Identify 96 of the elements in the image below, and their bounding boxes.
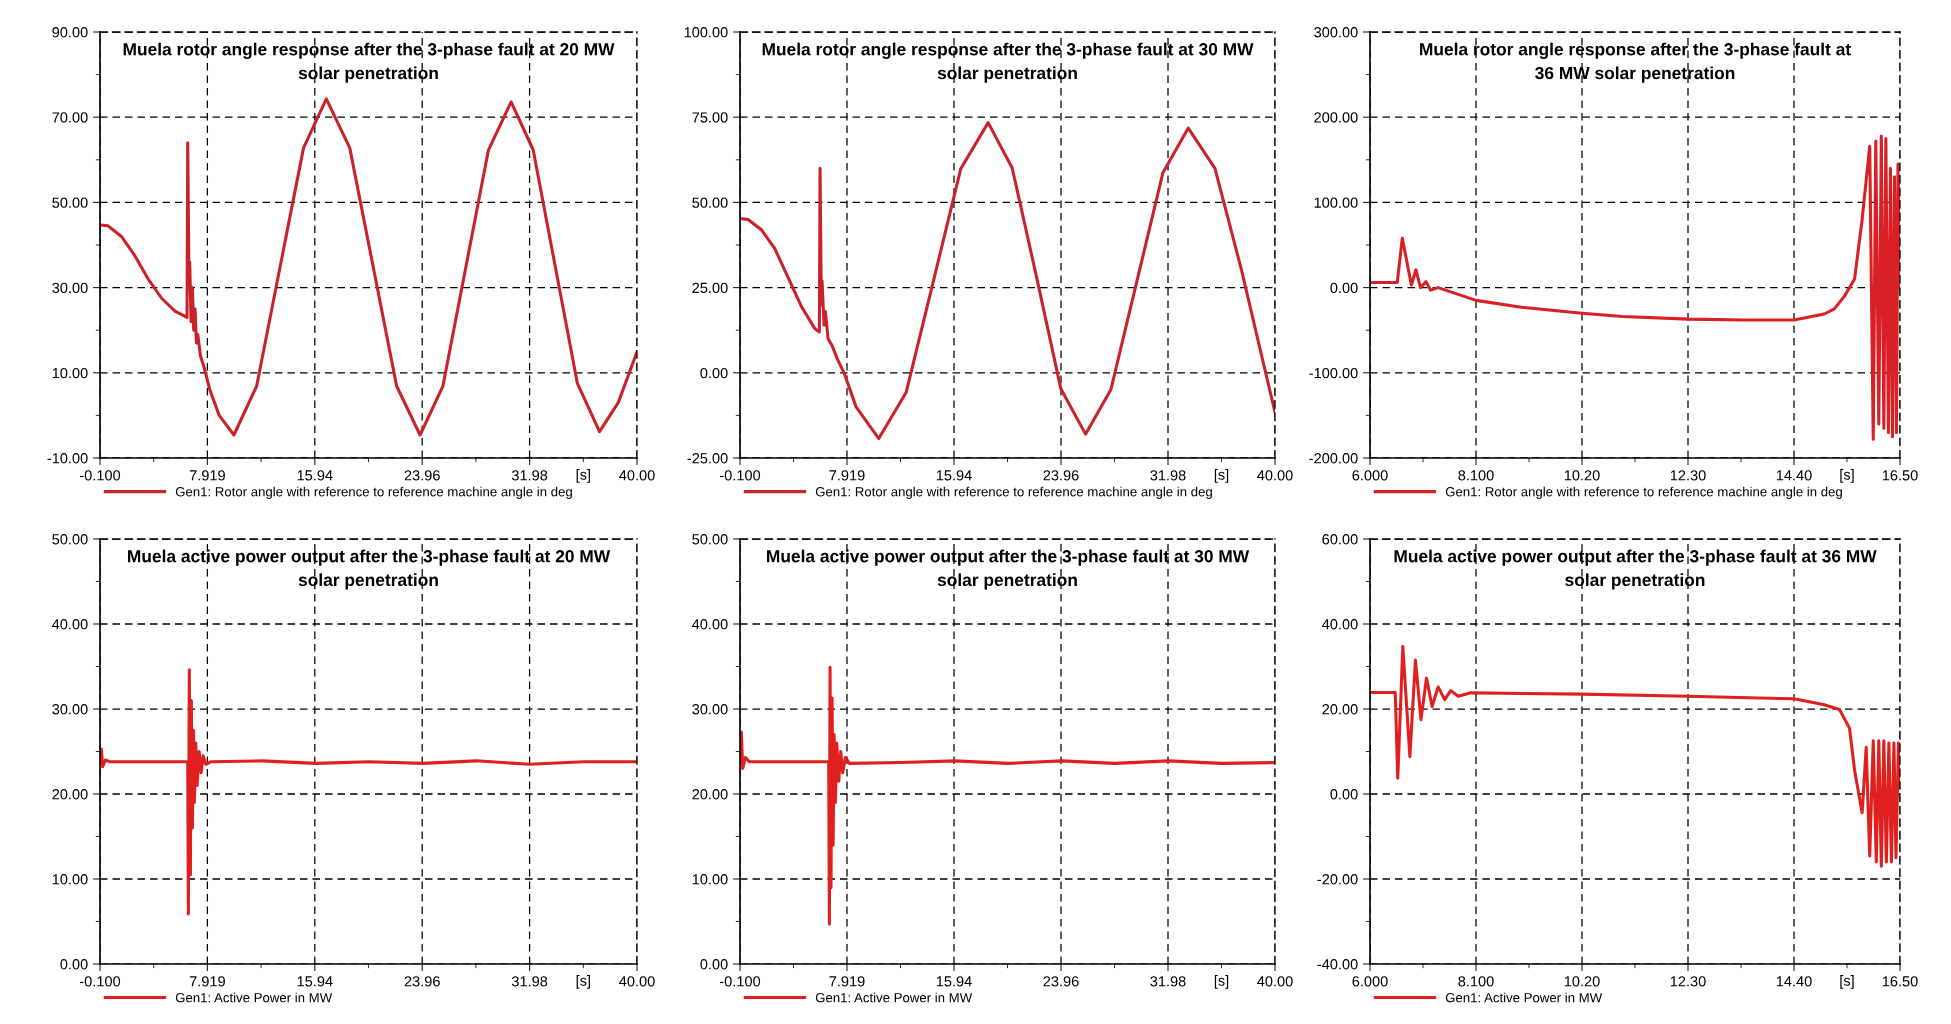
- x-tick-label: 31.98: [1150, 976, 1186, 987]
- legend-label: Gen1: Active Power in MW: [175, 992, 333, 1003]
- y-tick-label: 0.00: [1330, 789, 1358, 800]
- x-tick-label: 8.100: [1458, 470, 1494, 481]
- y-tick-label: 40.00: [1322, 619, 1358, 630]
- x-tick-label: 15.94: [936, 976, 972, 987]
- x-tick-label: 14.40: [1776, 470, 1812, 481]
- y-tick-label: 70.00: [52, 112, 88, 123]
- x-tick-label: -0.100: [719, 976, 761, 987]
- line-series: [1370, 134, 1900, 441]
- x-tick-label: 14.40: [1776, 976, 1812, 987]
- x-tick-label: 23.96: [1043, 470, 1079, 481]
- text: Muela active power output after the 3-phase fault at 36 MW solar penetration: [1394, 549, 1877, 590]
- x-tick-label: 6.000: [1352, 976, 1388, 987]
- y-tick-label: 50.00: [52, 534, 88, 545]
- x-tick-label: -0.100: [79, 470, 121, 481]
- legend-label: Gen1: Rotor angle with reference to reference machine angle in deg: [175, 486, 572, 500]
- y-tick-label: 90.00: [52, 27, 88, 38]
- y-tick-label: 20.00: [52, 789, 88, 800]
- x-tick-label: 31.98: [511, 470, 548, 481]
- text: Muela active power output after the 3-phase fault at 20 MW solar penetration: [128, 549, 611, 590]
- line-series: [1370, 644, 1900, 868]
- y-tick-label: 30.00: [52, 282, 88, 294]
- x-axis-title: [s]: [1214, 469, 1229, 483]
- y-tick-label: 200.00: [1314, 112, 1358, 123]
- y-tick-label: -100.00: [1309, 367, 1358, 379]
- legend-label: Gen1: Rotor angle with reference to reference machine angle in deg: [1445, 486, 1842, 500]
- y-tick-label: 0.00: [700, 367, 728, 379]
- x-tick-label: 10.20: [1564, 976, 1600, 987]
- y-tick-label: -20.00: [1317, 874, 1358, 885]
- x-tick-label: 23.96: [404, 470, 440, 481]
- y-tick-label: 25.00: [692, 282, 728, 294]
- text: Muela rotor angle response after the 3-phase fault at 30 MW solar penetration: [762, 42, 1254, 83]
- y-tick-label: 300.00: [1314, 27, 1358, 38]
- text: Muela rotor angle response after the 3-phase fault at 36 MW solar penetration: [1420, 42, 1851, 83]
- x-axis-title: [s]: [576, 975, 590, 989]
- y-tick-label: 30.00: [692, 704, 728, 715]
- text: Muela rotor angle response after the 3-phase fault at 20 MW solar penetration: [123, 42, 615, 83]
- text: Muela active power output after the 3-phase fault at 30 MW solar penetration: [767, 549, 1250, 590]
- x-tick-label: 15.94: [297, 976, 333, 987]
- x-tick-label: 16.50: [1882, 976, 1918, 987]
- line-series: [100, 668, 637, 916]
- x-axis-title: [s]: [576, 469, 590, 483]
- x-tick-label: 7.919: [189, 470, 225, 481]
- y-tick-label: 60.00: [1322, 534, 1358, 545]
- y-tick-label: 50.00: [692, 534, 728, 545]
- y-tick-label: 0.00: [60, 959, 88, 970]
- y-tick-label: -200.00: [1309, 453, 1358, 464]
- legend-label: Gen1: Active Power in MW: [1445, 992, 1603, 1003]
- x-tick-label: 7.919: [189, 976, 225, 987]
- x-tick-label: -0.100: [719, 470, 761, 481]
- x-tick-label: 15.94: [297, 470, 333, 481]
- x-tick-label: 23.96: [404, 976, 440, 987]
- y-tick-label: 10.00: [52, 874, 88, 885]
- line-series: [100, 97, 637, 437]
- x-axis-title: [s]: [1214, 975, 1229, 989]
- y-tick-label: 50.00: [692, 197, 728, 208]
- y-tick-label: 10.00: [692, 874, 728, 885]
- y-tick-label: -40.00: [1317, 959, 1358, 970]
- x-tick-label: 40.00: [619, 976, 655, 987]
- y-tick-label: 30.00: [52, 704, 88, 715]
- x-tick-label: 31.98: [511, 976, 548, 987]
- x-tick-label: -0.100: [79, 976, 121, 987]
- x-axis-title: [s]: [1840, 975, 1854, 989]
- line-series: [740, 665, 1275, 926]
- y-tick-label: 50.00: [52, 197, 88, 208]
- y-tick-label: 20.00: [692, 789, 728, 800]
- x-tick-label: 40.00: [1257, 470, 1293, 481]
- y-tick-label: 75.00: [692, 112, 728, 123]
- y-tick-label: -25.00: [687, 453, 728, 464]
- x-tick-label: 8.100: [1458, 976, 1494, 987]
- y-tick-label: 10.00: [52, 367, 88, 379]
- x-tick-label: 15.94: [936, 470, 972, 481]
- y-tick-label: 40.00: [692, 619, 728, 630]
- x-tick-label: 7.919: [829, 470, 865, 481]
- x-axis-title: [s]: [1840, 469, 1854, 483]
- y-tick-label: -10.00: [47, 453, 88, 464]
- x-tick-label: 12.30: [1670, 976, 1706, 987]
- line-series: [740, 121, 1275, 441]
- x-tick-label: 7.919: [829, 976, 865, 987]
- y-tick-label: 0.00: [700, 959, 728, 970]
- y-tick-label: 100.00: [1314, 197, 1358, 208]
- x-tick-label: 6.000: [1352, 470, 1388, 481]
- legend-label: Gen1: Active Power in MW: [815, 992, 973, 1003]
- x-tick-label: 40.00: [619, 470, 655, 481]
- y-tick-label: 100.00: [684, 27, 728, 38]
- x-tick-label: 12.30: [1670, 470, 1706, 481]
- y-tick-label: 40.00: [52, 619, 88, 630]
- x-tick-label: 10.20: [1564, 470, 1600, 481]
- x-tick-label: 23.96: [1043, 976, 1079, 987]
- legend-label: Gen1: Rotor angle with reference to reference machine angle in deg: [815, 486, 1212, 500]
- x-tick-label: 16.50: [1882, 470, 1918, 481]
- x-tick-label: 31.98: [1150, 470, 1186, 481]
- y-tick-label: 0.00: [1330, 282, 1358, 294]
- y-tick-label: 20.00: [1322, 704, 1358, 715]
- x-tick-label: 40.00: [1257, 976, 1293, 987]
